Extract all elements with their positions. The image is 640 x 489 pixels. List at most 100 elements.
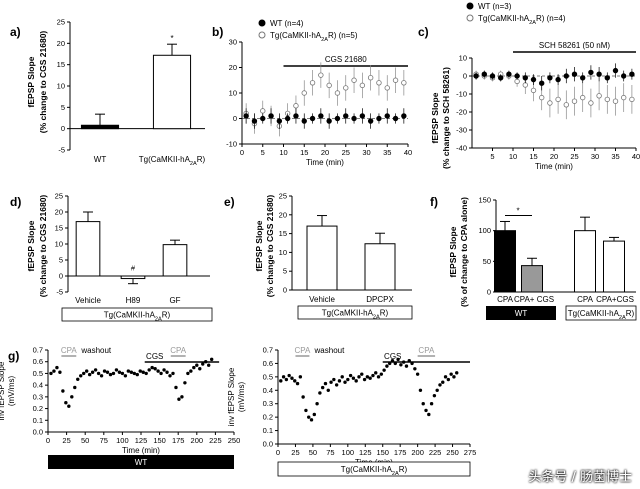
data-point <box>404 364 409 368</box>
x-tick-label: 15 <box>529 152 537 161</box>
data-point <box>307 415 311 419</box>
y-tick-label: -5 <box>58 146 65 155</box>
wt-point <box>514 73 520 79</box>
tg-point <box>547 100 553 106</box>
x-tick-label: 50 <box>309 448 317 457</box>
panel-label-d: d) <box>10 195 21 209</box>
data-point <box>108 372 113 377</box>
y-tick-label: 10 <box>229 89 237 98</box>
data-point <box>362 377 367 382</box>
legend-label-tg: Tg(CaMKII-hA2AR) (n=4) <box>478 14 566 26</box>
y-axis-title: inv fEPSP Slope <box>0 361 6 420</box>
data-point <box>413 367 417 371</box>
data-point <box>279 379 283 383</box>
y-tick-label: 0.1 <box>33 416 43 425</box>
data-point <box>429 402 434 406</box>
wt-point <box>580 75 586 81</box>
data-point <box>290 376 294 380</box>
x-axis-title: Time (min) <box>306 158 344 167</box>
wt-point <box>251 118 258 124</box>
tg-point <box>343 85 349 91</box>
wt-point <box>481 71 487 77</box>
y-tick-label: 0.5 <box>263 372 273 381</box>
x-tick-label: 150 <box>376 448 389 457</box>
cpa-label-2: CPA <box>418 346 435 355</box>
data-point <box>357 375 361 379</box>
bar <box>521 265 543 293</box>
x-tick-label: 100 <box>342 448 355 457</box>
data-point <box>441 380 445 384</box>
data-point <box>174 385 178 390</box>
data-point <box>452 375 456 379</box>
data-point <box>186 371 190 376</box>
data-point <box>432 393 437 398</box>
data-point <box>61 389 65 393</box>
wt-point <box>268 113 274 119</box>
data-point <box>204 360 208 364</box>
data-point <box>120 371 125 376</box>
x-tick-label: 0 <box>276 448 280 457</box>
category-label: CPA+CGS <box>596 295 634 304</box>
wt-point <box>384 113 390 119</box>
y-tick-label: 0.0 <box>263 440 273 449</box>
y-tick-label: 0 <box>233 114 237 123</box>
data-point <box>435 388 439 392</box>
data-point <box>446 377 451 382</box>
y-tick-label: 15 <box>279 229 287 238</box>
x-tick-label: 35 <box>611 152 619 161</box>
y-tick-label: 0.3 <box>263 399 273 408</box>
data-point <box>368 376 372 380</box>
data-point <box>424 408 428 413</box>
y-tick-label: 30 <box>229 38 237 47</box>
x-axis-title: Time (min) <box>535 162 573 171</box>
tg-point <box>309 80 316 86</box>
x-tick-label: 75 <box>100 436 108 445</box>
y-tick-label: 25 <box>57 18 65 27</box>
data-point <box>298 375 303 379</box>
tg-point <box>563 102 569 108</box>
y-tick-label: 20 <box>57 39 65 48</box>
y-tick-label: 15 <box>55 224 63 233</box>
data-point <box>326 388 330 392</box>
wt-point <box>530 76 537 83</box>
wt-point <box>334 115 341 122</box>
significance-hash: # <box>131 264 136 273</box>
data-point <box>293 379 297 383</box>
x-tick-label: 25 <box>62 436 70 445</box>
data-point <box>343 380 347 384</box>
wt-point <box>392 115 399 122</box>
x-tick-label: 275 <box>464 448 477 457</box>
data-point <box>340 375 344 379</box>
bar <box>75 221 101 277</box>
y-tick-label: 0.2 <box>33 404 43 413</box>
wt-point <box>309 115 316 122</box>
group-label-tg: Tg(CaMKII-hA2AR) <box>568 309 635 321</box>
tg-point <box>318 72 324 78</box>
x-tick-label: 150 <box>153 436 166 445</box>
group-box <box>297 305 413 320</box>
y-tick-label: 25 <box>279 192 287 201</box>
tg-point <box>392 77 399 83</box>
tg-point <box>604 96 610 103</box>
wt-point <box>343 113 349 119</box>
y-tick-label: 20 <box>279 210 287 219</box>
y-tick-label: 0.4 <box>33 381 43 390</box>
x-tick-label: 30 <box>591 152 599 161</box>
x-tick-label: 5 <box>490 152 494 161</box>
data-point <box>421 402 425 406</box>
data-point <box>114 368 119 372</box>
wt-point <box>489 73 496 79</box>
wt-point <box>621 73 627 79</box>
y-tick-label: 0 <box>487 288 491 297</box>
wt-point <box>539 80 545 86</box>
tg-point <box>359 82 366 89</box>
wt-point <box>498 75 504 81</box>
legend-marker-tg <box>466 14 474 22</box>
data-point <box>209 357 214 362</box>
y-tick-label: 20 <box>229 63 237 72</box>
y-axis-title: fEPSP Slope <box>448 226 458 277</box>
data-point <box>183 381 187 385</box>
data-point <box>76 377 80 381</box>
tg-point <box>571 98 578 104</box>
